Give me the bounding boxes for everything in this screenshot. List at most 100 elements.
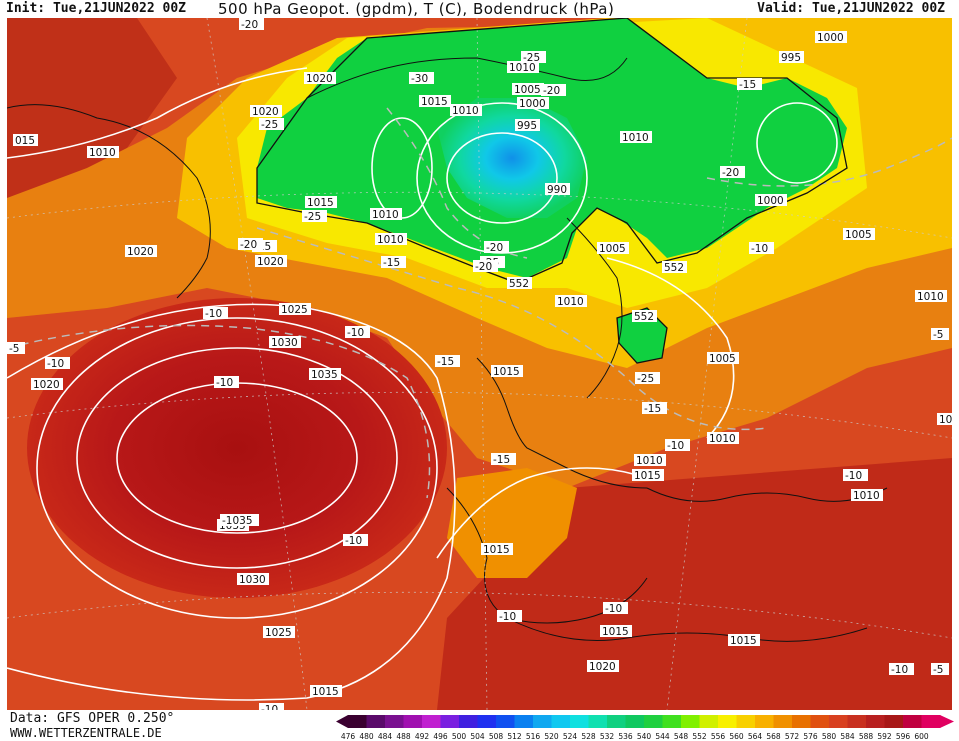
- isobar-label: 1000: [757, 195, 784, 207]
- isobar-label: 015: [15, 135, 35, 147]
- temp-label: -10: [667, 440, 684, 452]
- isobar-label: 1000: [519, 98, 546, 110]
- isobar-label: 1010: [853, 490, 880, 502]
- legend-swatch: [403, 715, 423, 728]
- isobar-label-bg: [634, 454, 666, 466]
- legend-tick-label: 568: [766, 732, 781, 741]
- isobar-label: 1000: [817, 32, 844, 44]
- isobar-label: 1010: [372, 209, 399, 221]
- legend-tick-label: 508: [489, 732, 504, 741]
- temp-label-bg: [521, 51, 546, 63]
- legend-swatch: [736, 715, 756, 728]
- isobar-label: 100: [939, 414, 952, 426]
- legend-tick-label: 580: [822, 732, 837, 741]
- isobars: [7, 67, 838, 701]
- legend-tick-label: 576: [803, 732, 818, 741]
- isobar-label: 1035: [311, 369, 338, 381]
- isobar-label: 1015: [634, 470, 661, 482]
- temp-label: -10: [261, 704, 278, 710]
- isobar-label-bg: [279, 303, 311, 315]
- legend-tick-label: 504: [470, 732, 485, 741]
- isobar-label: 1015: [602, 626, 629, 638]
- temp-label: -20: [486, 242, 503, 254]
- legend-tick-label: 500: [452, 732, 467, 741]
- legend-swatch: [810, 715, 830, 728]
- temp-label-bg: [665, 439, 690, 451]
- isobar-label-bg: [937, 413, 952, 425]
- chart-header: Init: Tue,21JUN2022 00Z 500 hPa Geopot. …: [0, 0, 959, 18]
- isobar-label: 1015: [421, 96, 448, 108]
- legend-tick-label: 588: [859, 732, 874, 741]
- temp-label-bg: [642, 402, 667, 414]
- temp-label-bg: [484, 241, 509, 253]
- isobar-label-bg: [545, 183, 570, 195]
- isobar-label: 995: [517, 120, 537, 132]
- temp-label-bg: [749, 242, 774, 254]
- geopot-label-bg: [507, 277, 532, 289]
- legend-tick-label: 572: [785, 732, 800, 741]
- geopotential-labels: 552 552 552: [507, 261, 687, 323]
- legend-tick-label: 560: [729, 732, 744, 741]
- isobar-label: 1005: [709, 353, 736, 365]
- isobar-label: 1010: [89, 147, 116, 159]
- temp-label: -20: [475, 261, 492, 273]
- temp-label-bg: [238, 238, 263, 250]
- isobar-label: 1020: [306, 73, 333, 85]
- isobar-label: 1005: [845, 229, 872, 241]
- temp-label: -10: [845, 470, 862, 482]
- temp-label: -15: [493, 454, 510, 466]
- temp-label-bg: [889, 663, 914, 675]
- isobar-label-bg: [755, 194, 787, 206]
- temp-label: -25: [261, 119, 278, 131]
- temp-label: -30: [411, 73, 428, 85]
- legend-swatch: [644, 715, 663, 728]
- isobar-label-bg: [507, 61, 539, 73]
- temp-label-bg: [497, 610, 522, 622]
- isobar-label-bg: [481, 543, 513, 555]
- temp-label-bg: [737, 78, 762, 90]
- legend-swatch: [921, 715, 941, 728]
- legend-swatch: [385, 715, 404, 728]
- geopot-label: 552: [509, 278, 529, 290]
- temp-label-bg: [409, 72, 434, 84]
- temp-label-bg: [220, 514, 259, 526]
- temp-label-bg: [435, 355, 460, 367]
- isobar-label: 1010: [709, 433, 736, 445]
- legend-tick-label: 480: [359, 732, 374, 741]
- isobar-label: 990: [547, 184, 567, 196]
- legend-swatch: [662, 715, 682, 728]
- legend-swatch: [866, 715, 885, 728]
- legend-tick-label: 520: [544, 732, 559, 741]
- temp-label-bg: [214, 376, 239, 388]
- isobar-label-bg: [269, 336, 301, 348]
- isobar-label: 1010: [509, 62, 536, 74]
- isobar-labels: 1000 995 1010 1005 1000 995 990 1010 1015 1010 102…: [13, 31, 952, 698]
- legend-tick-label: 552: [692, 732, 707, 741]
- temp-label-bg: [931, 663, 949, 675]
- legend-swatch: [514, 715, 534, 728]
- legend-swatch: [607, 715, 626, 728]
- isobar-label-bg: [255, 255, 287, 267]
- legend-swatch: [773, 715, 793, 728]
- field-azores-high: [27, 298, 447, 598]
- temp-label-bg: [541, 84, 566, 96]
- isobar-label-bg: [305, 196, 337, 208]
- isobar-label: 1010: [452, 105, 479, 117]
- isobar-label-bg: [620, 131, 652, 143]
- isobar-label: 1020: [127, 246, 154, 258]
- chart-title: 500 hPa Geopot. (gpdm), T (C), Bodendruc…: [218, 0, 615, 18]
- legend-tick-label: 544: [655, 732, 670, 741]
- color-legend: 476 480 484 488 492 496 500 504 508 512 516 520 524 5…: [336, 715, 954, 741]
- temp-label-bg: [931, 328, 949, 340]
- legend-tick-label: 536: [618, 732, 633, 741]
- isobar-label-bg: [87, 146, 119, 158]
- legend-tick-label: 584: [840, 732, 855, 741]
- isobar-label-bg: [125, 245, 157, 257]
- temp-label: -10: [47, 358, 64, 370]
- temp-label: -5: [9, 343, 19, 355]
- temp-label: -10: [499, 611, 516, 623]
- legend-arrow-left: [336, 715, 348, 728]
- temp-label: -25: [523, 52, 540, 64]
- legend-tick-label: 564: [748, 732, 763, 741]
- isobar-label: 995: [781, 52, 801, 64]
